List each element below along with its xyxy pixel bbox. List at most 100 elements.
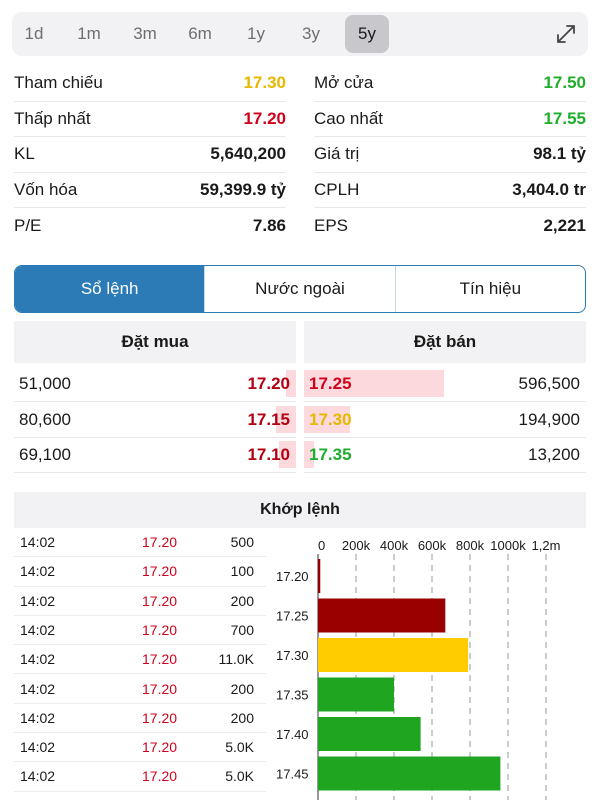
- row-divider: [14, 401, 296, 402]
- sell-price[interactable]: 17.35: [309, 445, 352, 464]
- trade-time: 14:02: [20, 621, 56, 638]
- trade-row: 14:02 17.20 500: [14, 528, 266, 558]
- sell-price[interactable]: 17.25: [309, 374, 352, 393]
- x-tick-label: 1,2m: [532, 538, 561, 553]
- stat-row-high: Cao nhất 17.55: [314, 102, 586, 137]
- volume-bar: [318, 598, 446, 633]
- period-1m-button[interactable]: 1m: [77, 24, 101, 43]
- stat-row-value: Giá trị 98.1 tỷ: [314, 137, 586, 173]
- buy-volume: 69,100: [19, 445, 71, 464]
- stats-left-column: Tham chiếu 17.30 Thấp nhất 17.20 KL 5,64…: [14, 66, 286, 244]
- trade-row: 14:02 17.20 100: [14, 557, 266, 587]
- sell-volume-bar: [304, 405, 351, 433]
- sell-price[interactable]: 17.30: [309, 409, 352, 429]
- trade-volume: 100: [230, 563, 254, 580]
- y-tick-label: 17.40: [276, 727, 309, 742]
- buy-header: Đặt mua: [14, 321, 296, 363]
- expand-icon[interactable]: [554, 22, 578, 46]
- stat-value: 17.20: [243, 108, 286, 128]
- x-tick-label: 1000k: [490, 538, 526, 553]
- trade-price: 17.20: [142, 592, 178, 609]
- stat-row-eps: EPS 2,221: [314, 208, 586, 244]
- stat-label: CPLH: [314, 179, 360, 199]
- stat-row-pe: P/E 7.86: [14, 208, 286, 244]
- tab-signals[interactable]: Tín hiệu: [394, 266, 585, 312]
- sell-volume: 194,900: [518, 409, 580, 429]
- buy-order-row: 69,100 17.10: [14, 437, 296, 472]
- row-divider: [304, 436, 586, 438]
- stat-value: 2,221: [543, 215, 586, 235]
- trade-row: 14:02 17.20 200: [14, 675, 266, 704]
- trade-volume: 5.0K: [225, 768, 254, 785]
- price-volume-chart: 0 200k 400k 600k 800k 1000k 1,2m 17.20 17.25 17.3…: [276, 538, 561, 800]
- trade-time: 14:02: [20, 534, 56, 550]
- period-3y-button[interactable]: 3y: [302, 24, 320, 43]
- buy-order-row: 80,600 17.15: [14, 402, 296, 437]
- trade-price: 17.20: [142, 680, 178, 697]
- period-3m-button[interactable]: 3m: [133, 24, 157, 43]
- buy-price[interactable]: 17.20: [247, 374, 290, 393]
- stat-value: 3,404.0 tr: [512, 179, 586, 199]
- stat-label: Cao nhất: [314, 108, 383, 128]
- stat-value: 17.30: [243, 73, 286, 93]
- trade-price: 17.20: [142, 768, 178, 785]
- stat-row-low: Thấp nhất 17.20: [14, 102, 286, 137]
- trade-volume: 11.0K: [218, 651, 254, 668]
- trade-row: 14:02 17.20 5.0K: [14, 733, 266, 763]
- tab-foreign[interactable]: Nước ngoài: [204, 266, 394, 312]
- trade-price: 17.20: [142, 739, 178, 756]
- x-tick-label: 400k: [380, 538, 409, 553]
- y-tick-label: 17.45: [276, 767, 309, 782]
- stat-label: Thấp nhất: [14, 108, 91, 128]
- segment-tabs: Sổ lệnh Nước ngoài Tín hiệu: [14, 265, 586, 313]
- buy-price[interactable]: 17.10: [247, 445, 290, 464]
- stat-label: KL: [14, 144, 35, 164]
- stat-label: P/E: [14, 215, 42, 235]
- trade-time: 14:02: [20, 592, 56, 609]
- trade-row: 14:02 17.20 700: [14, 616, 266, 646]
- volume-bar: [318, 717, 421, 751]
- y-tick-label: 17.20: [276, 569, 309, 584]
- buy-volume: 51,000: [19, 374, 71, 393]
- volume-bar: [318, 756, 501, 791]
- trade-row: 14:02 17.20 11.0K: [14, 645, 266, 675]
- trade-volume: 200: [230, 709, 254, 726]
- sell-order-row: 17.25 596,500: [304, 366, 586, 401]
- trade-price: 17.20: [142, 709, 178, 726]
- row-divider: [14, 436, 296, 438]
- trade-time: 14:02: [20, 739, 56, 756]
- trade-price: 17.20: [142, 621, 178, 638]
- buy-volume: 80,600: [19, 409, 71, 429]
- period-1d-button[interactable]: 1d: [24, 24, 44, 43]
- trade-price: 17.20: [142, 651, 178, 668]
- trade-row: 14:02 17.20 200: [14, 587, 266, 616]
- x-tick-label: 0: [318, 538, 325, 553]
- stats-right-column: Mở cửa 17.50 Cao nhất 17.55 Giá trị 98.1…: [314, 66, 586, 244]
- stat-value: 17.50: [543, 73, 586, 93]
- trade-row: 14:02 17.20 5.0K: [14, 762, 266, 792]
- trade-time: 14:02: [20, 651, 56, 668]
- trade-price: 17.20: [142, 534, 178, 550]
- buy-price[interactable]: 17.15: [247, 409, 290, 429]
- sell-volume-bar: [304, 370, 444, 397]
- sell-volume-bar: [304, 441, 314, 468]
- buy-volume-bar: [279, 441, 296, 468]
- row-divider: [304, 401, 586, 402]
- stat-row-reference: Tham chiếu 17.30: [14, 66, 286, 102]
- stat-value: 7.86: [252, 215, 286, 235]
- volume-bar: [318, 638, 469, 672]
- trade-volume: 700: [230, 621, 254, 638]
- trade-volume: 500: [230, 534, 254, 550]
- tab-order-book[interactable]: Sổ lệnh: [15, 266, 205, 312]
- buy-volume-bar: [286, 370, 296, 397]
- period-5y-button[interactable]: 5y: [345, 15, 389, 53]
- period-6m-button[interactable]: 6m: [188, 24, 212, 43]
- volume-bar: [318, 559, 321, 593]
- period-1y-button[interactable]: 1y: [247, 24, 265, 43]
- trade-price: 17.20: [142, 563, 178, 580]
- trade-volume: 5.0K: [225, 739, 254, 756]
- sell-order-row: 17.30 194,900: [304, 402, 586, 437]
- y-tick-label: 17.25: [276, 609, 309, 624]
- sell-volume: 13,200: [528, 445, 580, 464]
- trade-time: 14:02: [20, 709, 56, 726]
